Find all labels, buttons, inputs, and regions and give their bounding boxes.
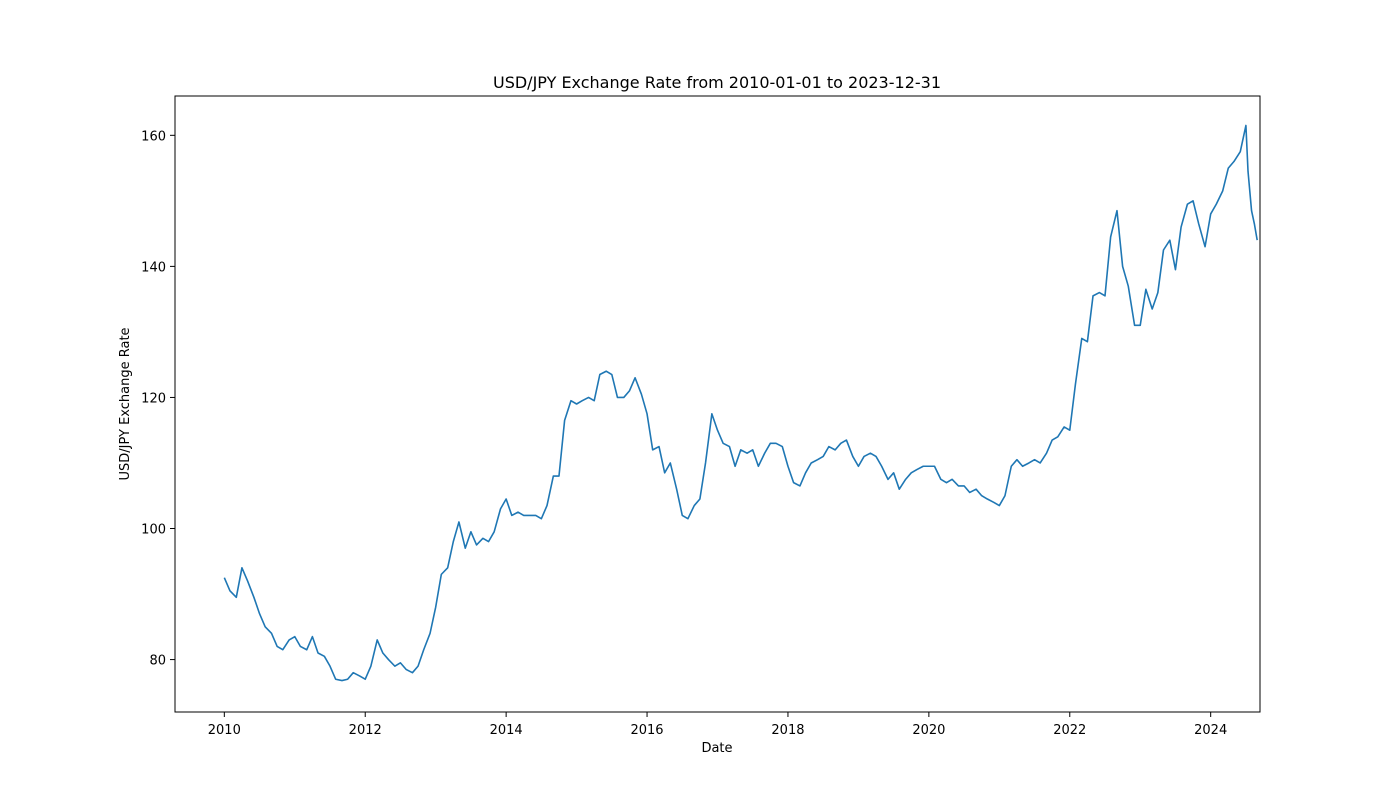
x-tick-label: 2022	[1053, 723, 1086, 738]
x-tick-label: 2010	[208, 723, 241, 738]
x-tick-label: 2016	[630, 723, 663, 738]
y-tick-label: 140	[141, 260, 166, 275]
y-axis-label: USD/JPY Exchange Rate	[118, 327, 133, 480]
plot-area	[223, 124, 1258, 682]
y-tick-label: 120	[141, 391, 166, 406]
x-tick-label: 2014	[490, 723, 523, 738]
x-axis: 2010 2012 2014 2016 2018 2020 2022 2024	[208, 712, 1227, 738]
y-tick-label: 160	[141, 129, 166, 144]
x-tick-label: 2018	[771, 723, 804, 738]
chart-title: USD/JPY Exchange Rate from 2010-01-01 to…	[493, 73, 941, 92]
x-tick-label: 2020	[912, 723, 945, 738]
y-tick-label: 80	[149, 654, 166, 669]
series-line-0	[223, 124, 1258, 682]
x-tick-label: 2024	[1194, 723, 1227, 738]
x-axis-label: Date	[701, 741, 732, 756]
y-axis: 80 100 120 140 160	[141, 129, 175, 669]
plot-frame	[174, 95, 1261, 713]
x-tick-label: 2012	[349, 723, 382, 738]
y-tick-label: 100	[141, 523, 166, 538]
